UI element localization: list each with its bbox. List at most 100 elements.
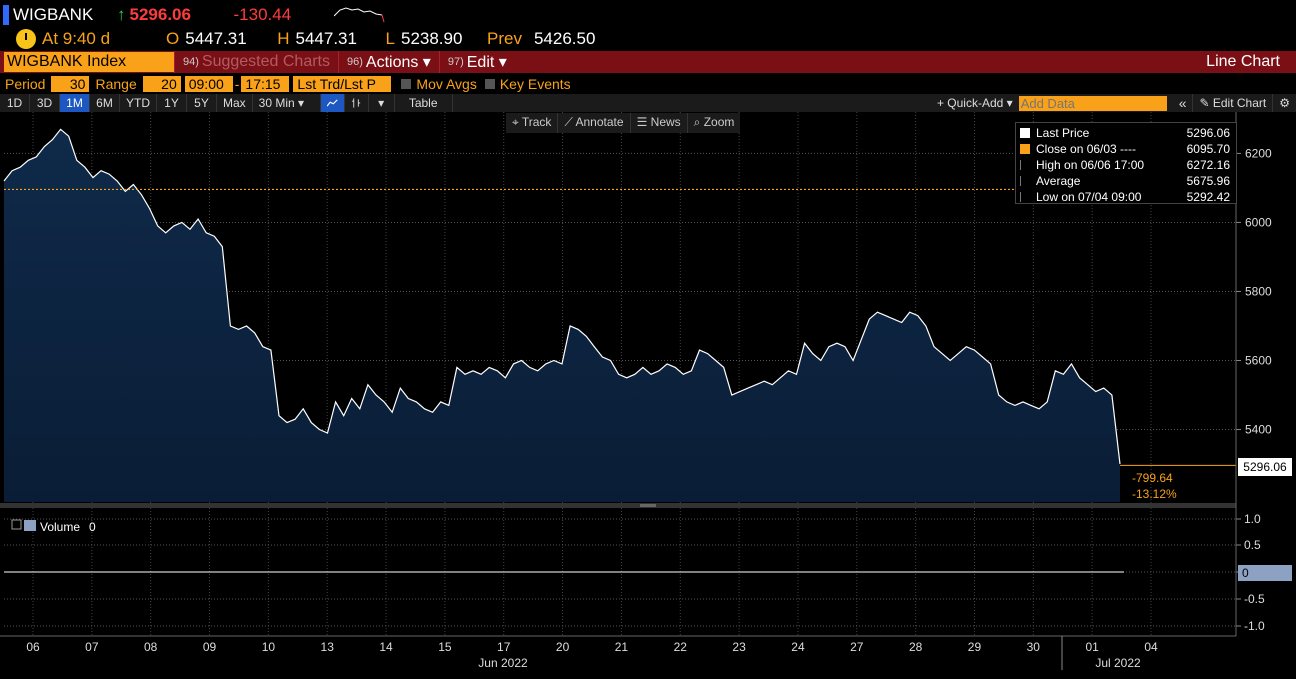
price-line <box>3 128 1121 465</box>
legend-item[interactable]: Close on 06/03 ---- 6095.70 <box>1020 141 1230 157</box>
open-label: O <box>166 29 180 48</box>
clock-icon <box>16 29 36 49</box>
change-pct: -13.12% <box>1132 487 1177 501</box>
time-from-input[interactable]: 09:00 <box>184 76 233 92</box>
line-chart-icon[interactable] <box>320 94 345 112</box>
range-input[interactable]: 20 <box>142 76 181 92</box>
quote-line: WIGBANK ↑ 5296.06 -130.44 <box>0 4 1296 26</box>
x-tick-label: 21 <box>615 640 629 654</box>
annotate-button[interactable]: ⟋ Annotate <box>558 113 631 133</box>
view-title: Line Chart <box>1206 53 1280 70</box>
chart-legend[interactable]: Last Price 5296.06 Close on 06/03 ---- 6095… <box>1015 122 1237 204</box>
range-button-5y[interactable]: 5Y <box>187 94 217 112</box>
menu-number: 94) <box>183 56 199 68</box>
menu-number: 96) <box>346 56 363 68</box>
range-button-1y[interactable]: 1Y <box>157 94 187 112</box>
volume-value: 0 <box>89 520 96 534</box>
legend-item[interactable]: Last Price 5296.06 <box>1020 125 1230 141</box>
prev-value: 5426.50 <box>533 29 596 48</box>
menu-label: Suggested Charts <box>201 53 330 70</box>
x-tick-label: 10 <box>262 640 276 654</box>
price-area-fill <box>4 129 1120 503</box>
key-events-checkbox[interactable] <box>484 79 495 89</box>
collapse-button[interactable]: « <box>1173 94 1194 112</box>
legend-label: High on 06/06 17:00 <box>1036 158 1145 172</box>
last-price-badge: 5296.06 <box>1238 458 1292 476</box>
x-tick-label: 09 <box>203 640 217 654</box>
news-button[interactable]: ☰ News <box>631 113 688 133</box>
expand-icon[interactable] <box>11 519 22 530</box>
legend-swatch <box>1020 128 1030 138</box>
field-select[interactable]: Lst Trd/Lst P <box>293 76 392 92</box>
ticker[interactable]: WIGBANK <box>13 5 94 24</box>
x-tick-label: 27 <box>850 640 864 654</box>
y-tick-label: 5600 <box>1245 353 1272 367</box>
key-events-label[interactable]: Key Events <box>499 76 571 92</box>
range-button-max[interactable]: Max <box>217 94 253 112</box>
range-button-1d[interactable]: 1D <box>0 94 30 112</box>
x-tick-label: 22 <box>674 640 688 654</box>
mov-avgs-label[interactable]: Mov Avgs <box>416 76 477 92</box>
x-tick-label: 14 <box>379 640 393 654</box>
mov-avgs-checkbox[interactable] <box>401 79 412 89</box>
change-abs: -799.64 <box>1132 471 1173 485</box>
chart-type-dropdown-icon[interactable]: ▾ <box>369 94 395 112</box>
legend-item[interactable]: Average 5675.96 <box>1020 173 1230 189</box>
quick-add-button[interactable]: + Quick-Add ▾ <box>936 96 1013 110</box>
track-button[interactable]: ⌖ Track <box>506 113 559 133</box>
edit-chart-button[interactable]: ✎ Edit Chart <box>1193 94 1274 112</box>
legend-item[interactable]: High on 06/06 17:00 6272.16 <box>1020 157 1230 173</box>
panel-splitter[interactable] <box>0 503 1236 508</box>
chart-tools: ⌖ Track ⟋ Annotate ☰ News ⌕ Zoom <box>506 113 741 133</box>
splitter-grip-icon[interactable] <box>640 504 656 507</box>
x-tick-label: 24 <box>791 640 805 654</box>
edit-menu[interactable]: 97) Edit ▾ <box>438 51 515 73</box>
volume-badge <box>1238 565 1292 581</box>
add-data-input[interactable] <box>1018 95 1167 111</box>
suggested-charts-menu[interactable]: 94) Suggested Charts <box>174 51 338 73</box>
security-field[interactable]: WIGBANK Index <box>4 52 174 72</box>
legend-value: 5675.96 <box>1186 174 1230 188</box>
range-button-6m[interactable]: 6M <box>90 94 120 112</box>
y-tick-label: 5800 <box>1245 284 1272 298</box>
legend-label: Low on 07/04 09:00 <box>1036 190 1142 204</box>
low-label: L <box>385 29 395 48</box>
function-header: WIGBANK Index 94) Suggested Charts 96) A… <box>0 51 1296 73</box>
y-tick-label: 6000 <box>1245 215 1272 229</box>
range-button-ytd[interactable]: YTD <box>120 94 157 112</box>
chart-toolbar: 1D 3D 1M 6M YTD 1Y 5Y Max 30 Min ▾ ▾ Table + Qu… <box>0 94 1296 112</box>
zoom-button[interactable]: ⌕ Zoom <box>693 115 735 129</box>
volume-badge-label: 0 <box>1242 566 1249 580</box>
legend-value: 6272.16 <box>1186 158 1230 172</box>
range-button-1m[interactable]: 1M <box>60 94 90 112</box>
legend-item[interactable]: Low on 07/04 09:00 5292.42 <box>1020 189 1230 205</box>
actions-menu[interactable]: 96) Actions ▾ <box>337 51 439 73</box>
time-to-input[interactable]: 17:15 <box>241 76 290 92</box>
settings-gear-icon[interactable]: ⚙ <box>1279 96 1290 110</box>
table-button[interactable]: Table <box>395 94 453 112</box>
time-axis: 06 07 08 09 10 13 14 15 17 20 21 22 23 24 27 28 29 30 01 04 <box>26 640 1158 654</box>
range-button-3d[interactable]: 3D <box>30 94 60 112</box>
low-value: 5238.90 <box>400 29 463 48</box>
x-tick-label: 30 <box>1027 640 1041 654</box>
bar-chart-icon[interactable] <box>345 94 369 112</box>
x-tick-label: 06 <box>26 640 40 654</box>
settings-bar: Period 30 Range 20 09:00 - 17:15 Lst Trd… <box>0 75 1296 93</box>
price-chart[interactable]: 5400 5600 5800 6000 6200 5296.06 -799.64 -13… <box>0 112 1296 679</box>
range-label: Range <box>95 76 137 92</box>
legend-swatch <box>1020 144 1030 154</box>
last-price: 5296.06 <box>129 5 191 24</box>
period-input[interactable]: 30 <box>51 76 90 92</box>
interval-select[interactable]: 30 Min ▾ <box>253 94 321 112</box>
high-label: H <box>277 29 290 48</box>
prev-label: Prev <box>486 29 522 48</box>
volume-label: Volume <box>40 520 80 534</box>
y-tick-label: 5400 <box>1245 423 1272 437</box>
last-price-label: 5296.06 <box>1243 460 1287 474</box>
period-label: Period <box>5 76 46 92</box>
menu-number: 97) <box>447 56 464 68</box>
sparkline <box>333 7 384 23</box>
month-label-jun: Jun 2022 <box>478 656 528 670</box>
volume-tick-label: 0.5 <box>1244 538 1261 552</box>
security-color-bar <box>3 5 9 25</box>
